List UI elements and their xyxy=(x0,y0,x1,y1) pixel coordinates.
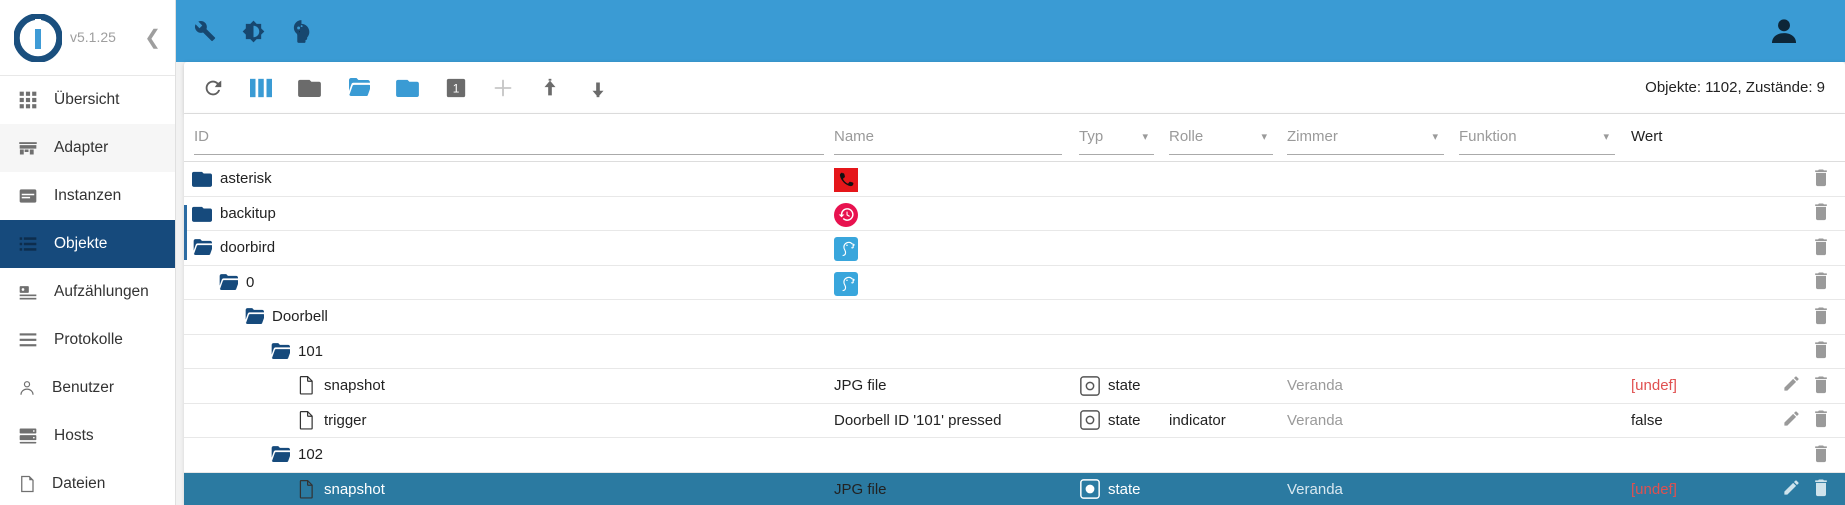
svg-text:1: 1 xyxy=(453,81,460,95)
